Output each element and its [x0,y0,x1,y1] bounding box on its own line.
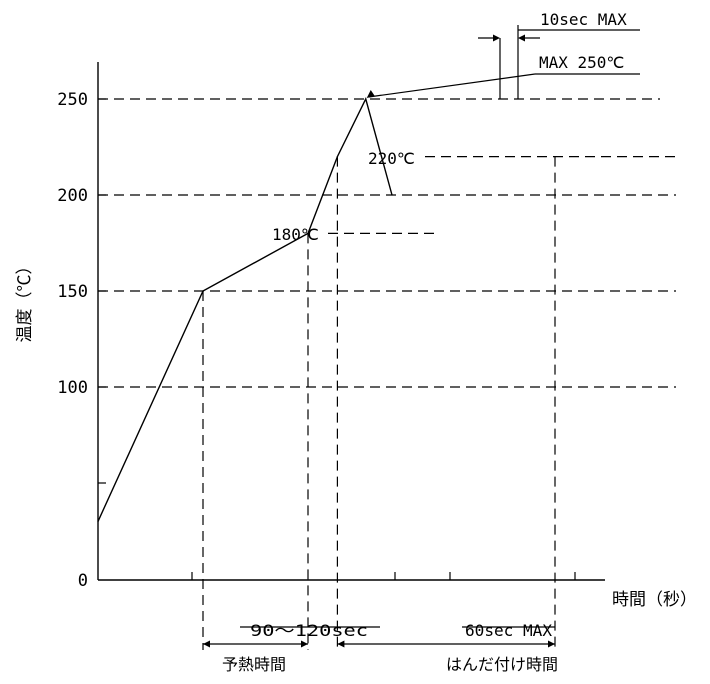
temperature-series-line [97,97,393,522]
curve-vertex [307,232,309,234]
y-tick-label: 250 [57,90,88,110]
peak-temp-leader-arrow [366,90,375,98]
y-ticks: 0 100 150 200 250 [57,90,576,591]
y-tick-label: 200 [57,186,88,206]
preheat-arrow-right [301,640,308,648]
preheat-arrow-left [203,640,210,648]
peak-time-arrow-left [493,34,500,42]
y-tick-label: 100 [57,378,88,398]
y-tick-label: 0 [78,571,88,591]
peak-time-label: 10sec MAX [540,10,627,29]
soldering-arrow-right [548,640,555,648]
preheat-end-label: 180℃ [272,225,319,244]
preheat-duration-label: 90～120sec [250,621,368,640]
curve-vertex [336,156,338,158]
soldering-duration-label: 60sec MAX [465,621,552,640]
soldering-time-label: はんだ付け時間 [446,655,558,674]
curve-vertex [391,194,393,196]
temperature-curve [97,97,393,523]
curve-vertex [202,290,204,292]
curve-vertex [97,520,99,523]
gridlines [98,98,676,388]
soldering-arrow-left [337,640,345,648]
y-axis-title: 温度（℃） [15,258,35,343]
preheat-time-label: 予熱時間 [222,655,286,674]
peak-temp-leader [368,73,536,98]
liquidus-label: 220℃ [368,149,415,168]
peak-time-arrow-right [518,34,525,42]
drop-lines [202,156,556,650]
dimension-annotations [203,25,640,648]
x-axis-title: 時間（秒） [612,590,697,610]
curve-vertex [365,98,367,100]
axes [97,62,605,581]
y-tick-label: 150 [57,282,88,302]
peak-temp-label: MAX 250℃ [539,53,624,72]
